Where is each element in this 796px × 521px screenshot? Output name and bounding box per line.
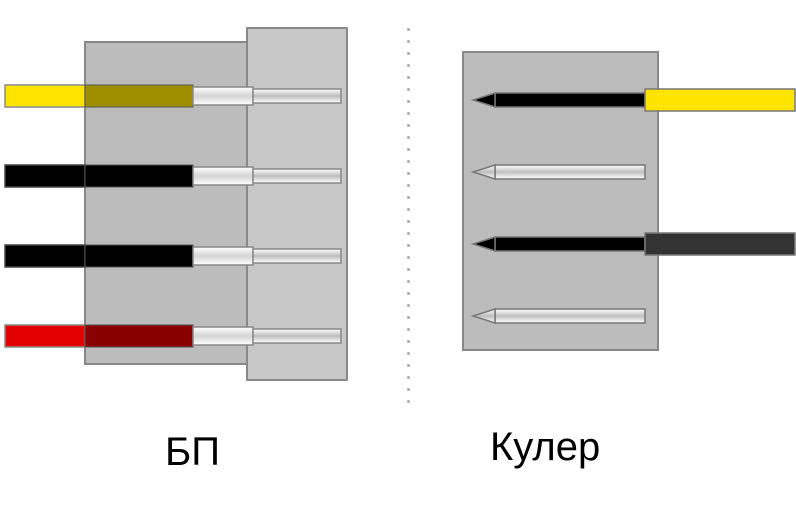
cooler-label: Кулер [490,425,600,470]
psu-label: БП [165,430,220,475]
diagram-container: БП Кулер [0,0,796,521]
diagram-svg [0,0,796,521]
